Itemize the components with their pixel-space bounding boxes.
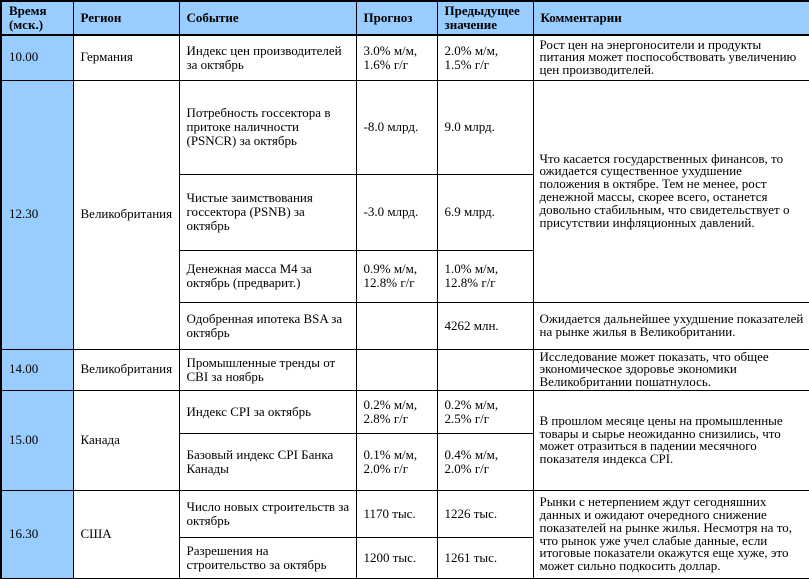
table-row: 15.00 Канада Индекс CPI за октябрь 0.2% …: [0, 389, 809, 491]
time-cell: 14.00: [0, 348, 74, 391]
header-event: Событие: [178, 0, 357, 36]
comment-cell: Рост цен на энергоносители и продукты пи…: [532, 34, 809, 81]
previous-cell: 1.0% м/м, 12.8% г/г: [436, 249, 534, 303]
region-cell: Германия: [72, 34, 180, 81]
table-row: Разрешения на строительство за октябрь 1…: [1, 536, 809, 579]
table-row: Базовый индекс CPI Банка Канады 0.1% м/м…: [1, 432, 809, 491]
forecast-cell: 0.1% м/м, 2.0% г/г: [355, 432, 438, 491]
forecast-cell: [355, 348, 438, 391]
region-cell: Канада: [72, 389, 180, 491]
table-row: Одобренная ипотека BSA за октябрь 4262 м…: [1, 301, 809, 350]
previous-cell: 1261 тыс.: [436, 536, 534, 579]
forecast-cell: -3.0 млрд.: [355, 173, 438, 251]
forecast-cell: 3.0% м/м, 1.6% г/г: [355, 34, 438, 81]
previous-cell: 4262 млн.: [436, 301, 534, 350]
event-cell: Одобренная ипотека BSA за октябрь: [178, 301, 357, 350]
previous-cell: 9.0 млрд.: [436, 79, 534, 175]
header-row: Время (мск.) Регион Событие Прогноз Пред…: [0, 0, 809, 36]
comment-cell: В прошлом месяце цены на промышленные то…: [532, 389, 809, 491]
table-row: 12.30 Великобритания Потребность госсект…: [0, 79, 809, 350]
header-time: Время (мск.): [0, 0, 74, 36]
forecast-cell: 1200 тыс.: [355, 536, 438, 579]
forecast-cell: 1170 тыс.: [355, 489, 438, 538]
header-forecast: Прогноз: [355, 0, 438, 36]
table-row: Денежная масса M4 за октябрь (предварит.…: [1, 249, 809, 303]
previous-cell: [436, 348, 534, 391]
previous-cell: 2.0% м/м, 1.5% г/г: [436, 34, 534, 81]
comment-cell: Исследование может показать, что общее э…: [532, 348, 809, 391]
event-cell: Разрешения на строительство за октябрь: [178, 536, 357, 579]
region-cell: США: [72, 489, 180, 579]
table-row: 16.30 США Число новых строительств за ок…: [0, 489, 809, 579]
region-cell: Великобритания: [72, 348, 180, 391]
event-cell: Базовый индекс CPI Банка Канады: [178, 432, 357, 491]
comment-cell: Рынки с нетерпением ждут сегодняшних дан…: [532, 489, 809, 579]
forecast-cell: [355, 301, 438, 350]
previous-cell: 1226 тыс.: [436, 489, 534, 538]
event-cell: Чистые заимствования госсектора (PSNB) з…: [178, 173, 357, 251]
previous-cell: 6.9 млрд.: [436, 173, 534, 251]
header-previous: Предыдущее значение: [436, 0, 534, 36]
comment-cell: Ожидается дальнейшее ухудшение показател…: [532, 301, 809, 350]
forecast-cell: 0.2% м/м, 2.8% г/г: [355, 389, 438, 434]
forecast-cell: 0.9% м/м, 12.8% г/г: [355, 249, 438, 303]
table-row: 10.00 Германия Индекс цен производителей…: [0, 34, 809, 81]
event-cell: Индекс CPI за октябрь: [178, 389, 357, 434]
time-cell: 15.00: [0, 389, 74, 491]
event-cell: Индекс цен производителей за октябрь: [178, 34, 357, 81]
time-cell: 16.30: [0, 489, 74, 579]
event-cell: Число новых строительств за октябрь: [178, 489, 357, 538]
time-cell: 12.30: [0, 79, 74, 350]
forecast-cell: -8.0 млрд.: [355, 79, 438, 175]
previous-cell: 0.2% м/м, 2.5% г/г: [436, 389, 534, 434]
table-row: Чистые заимствования госсектора (PSNB) з…: [1, 173, 809, 251]
region-cell: Великобритания: [72, 79, 180, 350]
time-cell: 10.00: [0, 34, 74, 81]
header-region: Регион: [72, 0, 180, 36]
table-row: 14.00 Великобритания Промышленные тренды…: [0, 348, 809, 391]
event-cell: Денежная масса M4 за октябрь (предварит.…: [178, 249, 357, 303]
header-comments: Комментарии: [532, 0, 809, 36]
previous-cell: 0.4% м/м, 2.0% г/г: [436, 432, 534, 491]
event-cell: Промышленные тренды от CBI за ноябрь: [178, 348, 357, 391]
comment-cell: Что касается государственных финансов, т…: [532, 79, 809, 303]
event-cell: Потребность госсектора в притоке налично…: [178, 79, 357, 175]
